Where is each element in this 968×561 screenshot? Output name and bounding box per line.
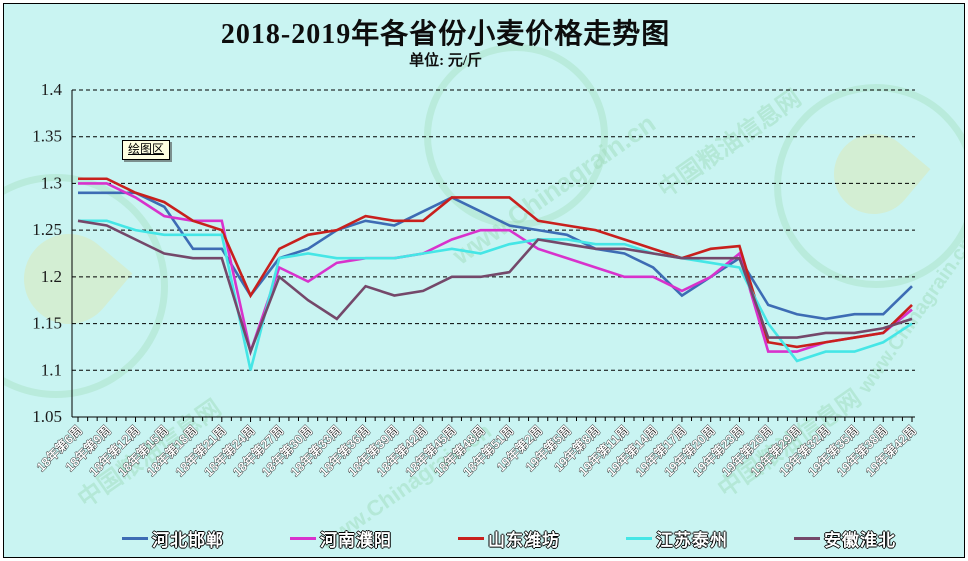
legend-item-hebei-handan[interactable]: 河北邯郸	[122, 526, 224, 551]
legend-label-anhui-huaibei: 安徽淮北	[824, 530, 896, 550]
series-line-jiangsu-taizhou[interactable]	[78, 219, 913, 371]
legend-label-shandong-weifang: 山东潍坊	[488, 530, 560, 550]
plot-area-tooltip: 绘图区	[122, 140, 171, 160]
series-line-shandong-weifang[interactable]	[78, 177, 913, 349]
y-axis-label: 1.05	[32, 407, 62, 426]
plot-area-tooltip-label: 绘图区	[128, 142, 165, 156]
series-line-hebei-handan[interactable]	[78, 191, 913, 321]
legend-item-shandong-weifang[interactable]: 山东潍坊	[458, 526, 560, 551]
y-axis-label: 1.4	[41, 80, 63, 99]
y-axis-label: 1.35	[32, 127, 62, 146]
series-line-henan-puyang[interactable]	[78, 182, 913, 357]
y-axis-label: 1.3	[41, 173, 62, 192]
y-axis-label: 1.2	[41, 267, 62, 286]
y-axis-label: 1.25	[32, 220, 62, 239]
legend-label-jiangsu-taizhou: 江苏泰州	[656, 530, 728, 550]
plot-area[interactable]: 1.41.351.31.251.21.151.11.0518年第6周18年第9周…	[4, 4, 964, 557]
legend-swatch-shandong-weifang	[458, 536, 484, 540]
legend-swatch-hebei-handan	[122, 536, 148, 540]
legend-label-hebei-handan: 河北邯郸	[152, 530, 224, 550]
series-line-anhui-huaibei[interactable]	[77, 219, 913, 356]
legend-item-anhui-huaibei[interactable]: 安徽淮北	[794, 526, 896, 551]
y-axis-label: 1.1	[41, 360, 62, 379]
chart-subtitle: 单位: 元/斤	[409, 53, 483, 69]
chart-legend: 河北邯郸 河南濮阳 山东潍坊 江苏泰州 安徽淮北	[4, 523, 964, 553]
legend-item-henan-puyang[interactable]: 河南濮阳	[290, 526, 392, 551]
chart-title: 2018-2019年各省份小麦价格走势图	[220, 19, 671, 50]
legend-label-henan-puyang: 河南濮阳	[320, 530, 392, 550]
chart-frame: www.Chinagrain.cn 中国粮油信息网 中国粮油信息网 www.Ch…	[3, 3, 965, 558]
y-axis-label: 1.15	[32, 314, 62, 333]
legend-swatch-jiangsu-taizhou	[626, 536, 652, 540]
legend-swatch-henan-puyang	[290, 536, 316, 540]
legend-swatch-anhui-huaibei	[794, 536, 820, 540]
legend-item-jiangsu-taizhou[interactable]: 江苏泰州	[626, 526, 728, 551]
